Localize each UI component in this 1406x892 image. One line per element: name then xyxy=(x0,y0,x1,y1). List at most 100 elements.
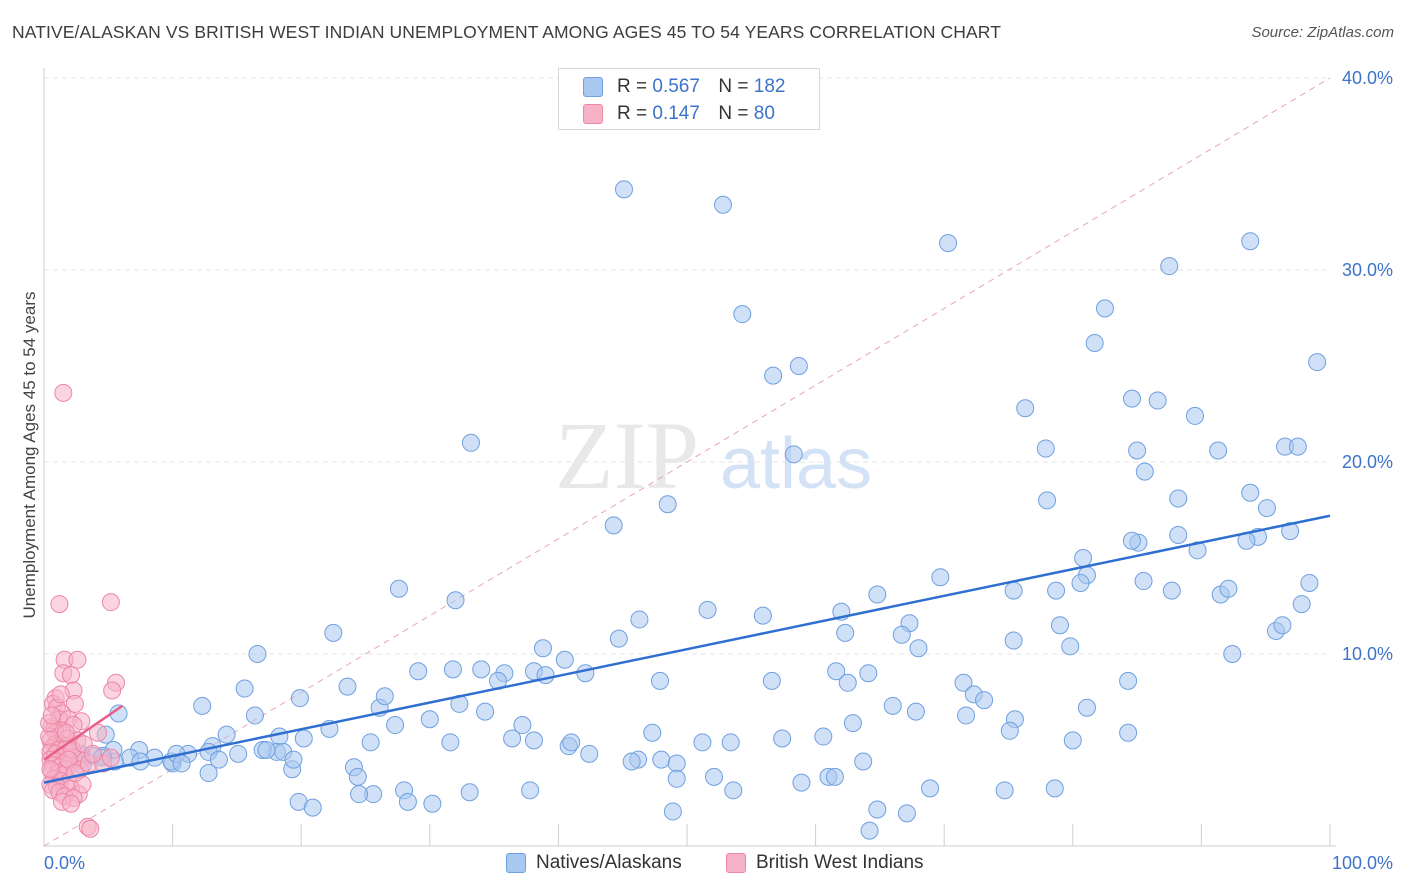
natives-alaskans-point xyxy=(1241,232,1260,251)
natives-alaskans-point xyxy=(1188,541,1207,560)
natives-alaskans-point xyxy=(350,785,369,804)
natives-alaskans-point xyxy=(724,781,743,800)
natives-alaskans-point xyxy=(1061,637,1080,656)
natives-alaskans-point xyxy=(792,773,811,792)
natives-alaskans-point xyxy=(1169,525,1188,544)
y-tick-label: 10.0% xyxy=(1342,644,1393,664)
legend-n-value: 80 xyxy=(753,103,775,124)
natives-alaskans-point xyxy=(764,366,783,385)
natives-alaskans-point xyxy=(650,671,669,690)
natives-alaskans-point xyxy=(199,764,218,783)
natives-alaskans-point xyxy=(909,639,928,658)
british-west-indians-point xyxy=(81,819,100,838)
legend-label-british-west-indians: British West Indians xyxy=(756,852,924,873)
natives-alaskans-point xyxy=(995,781,1014,800)
natives-alaskans-point xyxy=(825,767,844,786)
british-west-indians-point xyxy=(103,681,122,700)
natives-alaskans-point xyxy=(705,767,724,786)
natives-alaskans-point xyxy=(423,794,442,813)
natives-alaskans-point xyxy=(1169,489,1188,508)
natives-alaskans-point xyxy=(389,579,408,598)
natives-alaskans-point xyxy=(472,660,491,679)
natives-alaskans-point xyxy=(290,689,309,708)
natives-alaskans-point xyxy=(1036,439,1055,458)
natives-alaskans-point xyxy=(1119,723,1138,742)
natives-alaskans-point xyxy=(324,623,343,642)
natives-alaskans-point xyxy=(827,662,846,681)
trend-line-british-west-indians xyxy=(43,704,124,761)
natives-alaskans-point xyxy=(441,733,460,752)
watermark-zip: ZIP xyxy=(555,402,699,509)
natives-alaskans-point xyxy=(1004,631,1023,650)
natives-alaskans-point xyxy=(443,660,462,679)
series-legend: Natives/Alaskans British West Indians xyxy=(0,852,1406,878)
natives-alaskans-point xyxy=(1219,579,1238,598)
natives-alaskans-point xyxy=(521,781,540,800)
british-west-indians-point xyxy=(62,794,81,813)
natives-alaskans-point xyxy=(957,706,976,725)
natives-alaskans-point xyxy=(1122,389,1141,408)
natives-alaskans-point xyxy=(868,585,887,604)
british-west-indians-point xyxy=(62,666,81,685)
natives-alaskans-point xyxy=(420,710,439,729)
natives-alaskans-point xyxy=(789,357,808,375)
natives-alaskans-point xyxy=(303,798,322,817)
british-west-indians-point xyxy=(41,760,60,779)
british-west-indians-point xyxy=(65,764,84,783)
natives-alaskans-point xyxy=(836,623,855,642)
x-tick-label: 0.0% xyxy=(44,853,85,873)
natives-alaskans-point xyxy=(1209,441,1228,460)
british-west-indians-point xyxy=(101,593,120,612)
natives-alaskans-point xyxy=(906,702,925,721)
natives-alaskans-point xyxy=(580,744,599,763)
british-west-indians-point xyxy=(101,748,120,767)
source-label: Source: ZipAtlas.com xyxy=(1251,24,1394,41)
natives-alaskans-point xyxy=(235,679,254,698)
natives-alaskans-point xyxy=(257,741,276,759)
natives-alaskans-point xyxy=(562,733,581,752)
legend-n-value: 182 xyxy=(753,76,786,97)
natives-alaskans-point xyxy=(1047,581,1066,600)
natives-alaskans-point xyxy=(348,767,367,786)
natives-alaskans-point xyxy=(784,445,803,464)
natives-alaskans-point xyxy=(461,433,480,452)
natives-alaskans-point xyxy=(555,650,574,669)
natives-alaskans-point xyxy=(860,821,879,840)
x-tick-labels: 0.0% 100.0% xyxy=(44,853,1393,873)
natives-alaskans-point xyxy=(524,731,543,750)
legend-item-british-west-indians: British West Indians xyxy=(726,852,924,874)
natives-alaskans-point xyxy=(1308,353,1327,372)
legend-r-value: 0.147 xyxy=(652,103,700,124)
natives-alaskans-point xyxy=(931,568,950,587)
natives-alaskans-point xyxy=(284,750,303,769)
grid xyxy=(44,77,1330,655)
natives-alaskans-point xyxy=(838,673,857,692)
natives-alaskans-point xyxy=(513,716,532,735)
reference-diagonal-line xyxy=(43,77,1331,847)
natives-alaskans-point xyxy=(1050,616,1069,635)
stats-legend-row-natives: R = 0.567 N = 182 xyxy=(583,75,785,99)
natives-alaskans-point xyxy=(630,610,649,629)
stats-legend-row-bwi: R = 0.147 N = 80 xyxy=(583,102,775,126)
legend-item-natives-alaskans: Natives/Alaskans xyxy=(506,852,682,874)
legend-n-label: N = xyxy=(718,76,749,97)
natives-alaskans-point xyxy=(733,305,752,324)
natives-alaskans-point xyxy=(843,714,862,733)
british-west-indians-point xyxy=(56,723,75,742)
natives-alaskans-point xyxy=(1077,698,1096,717)
natives-alaskans-point xyxy=(1160,257,1179,276)
natives-alaskans-point xyxy=(859,664,878,683)
natives-alaskans-point xyxy=(229,744,248,763)
y-tick-label: 40.0% xyxy=(1342,68,1393,88)
british-west-indians-point xyxy=(42,706,61,725)
natives-alaskans-point xyxy=(1135,462,1154,481)
natives-alaskans-point xyxy=(1045,779,1064,798)
natives-alaskans-point xyxy=(576,664,595,683)
natives-alaskans-point xyxy=(245,706,264,725)
natives-alaskans-point xyxy=(503,729,522,748)
natives-alaskans-point xyxy=(1063,731,1082,750)
natives-alaskans-point xyxy=(338,677,357,696)
natives-alaskans-point xyxy=(1095,299,1114,318)
legend-r-label: R = xyxy=(617,103,648,124)
natives-alaskans-point xyxy=(248,645,267,663)
